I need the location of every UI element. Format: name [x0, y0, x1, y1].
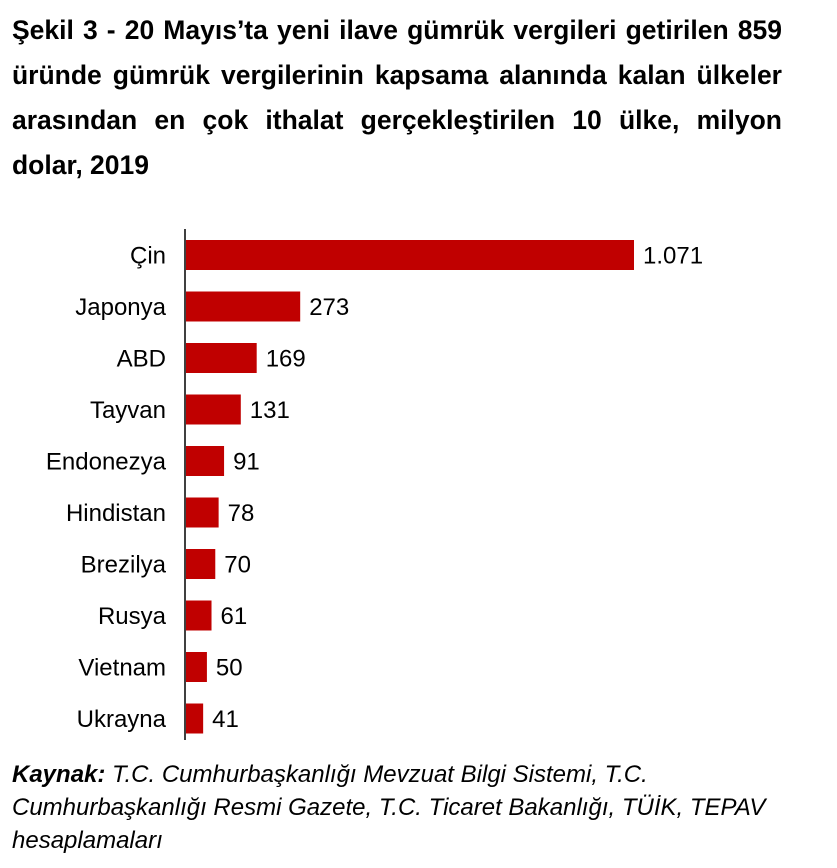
- category-label-2: ABD: [117, 346, 166, 373]
- bar-9: [186, 703, 204, 734]
- value-label-8: 50: [216, 655, 243, 682]
- bar-8: [186, 652, 207, 682]
- category-label-6: Brezilya: [81, 552, 167, 579]
- value-label-0: 1.071: [643, 243, 703, 270]
- source-text: T.C. Cumhurbaşkanlığı Mevzuat Bilgi Sist…: [12, 761, 766, 854]
- value-label-2: 169: [266, 346, 306, 373]
- value-label-1: 273: [309, 294, 349, 321]
- bar-0: [186, 240, 634, 270]
- category-label-7: Rusya: [98, 603, 167, 630]
- source-note: Kaynak: T.C. Cumhurbaşkanlığı Mevzuat Bi…: [12, 758, 812, 857]
- bar-7: [186, 600, 212, 631]
- value-label-3: 131: [250, 397, 290, 424]
- bar-chart: Çin 1.071 Japonya 273 ABD 169 Tayvan 131 Endonez…: [46, 229, 703, 740]
- bar-5: [186, 497, 219, 528]
- bar-6: [186, 549, 216, 579]
- value-label-4: 91: [233, 449, 260, 476]
- category-label-1: Japonya: [75, 294, 166, 321]
- value-label-5: 78: [228, 500, 255, 527]
- category-label-4: Endonezya: [46, 449, 167, 476]
- value-label-7: 61: [221, 603, 248, 630]
- value-label-9: 41: [212, 706, 239, 733]
- category-label-3: Tayvan: [90, 397, 166, 424]
- chart-title: Şekil 3 - 20 Mayıs’ta yeni ilave gümrük …: [12, 15, 782, 180]
- value-label-6: 70: [224, 552, 251, 579]
- category-label-0: Çin: [130, 243, 166, 270]
- bar-2: [186, 343, 257, 373]
- category-label-5: Hindistan: [66, 500, 166, 527]
- source-label: Kaynak:: [12, 761, 106, 788]
- bar-4: [186, 446, 225, 476]
- bar-3: [186, 394, 241, 425]
- bar-1: [186, 291, 301, 322]
- category-label-9: Ukrayna: [77, 706, 167, 733]
- category-label-8: Vietnam: [78, 655, 166, 682]
